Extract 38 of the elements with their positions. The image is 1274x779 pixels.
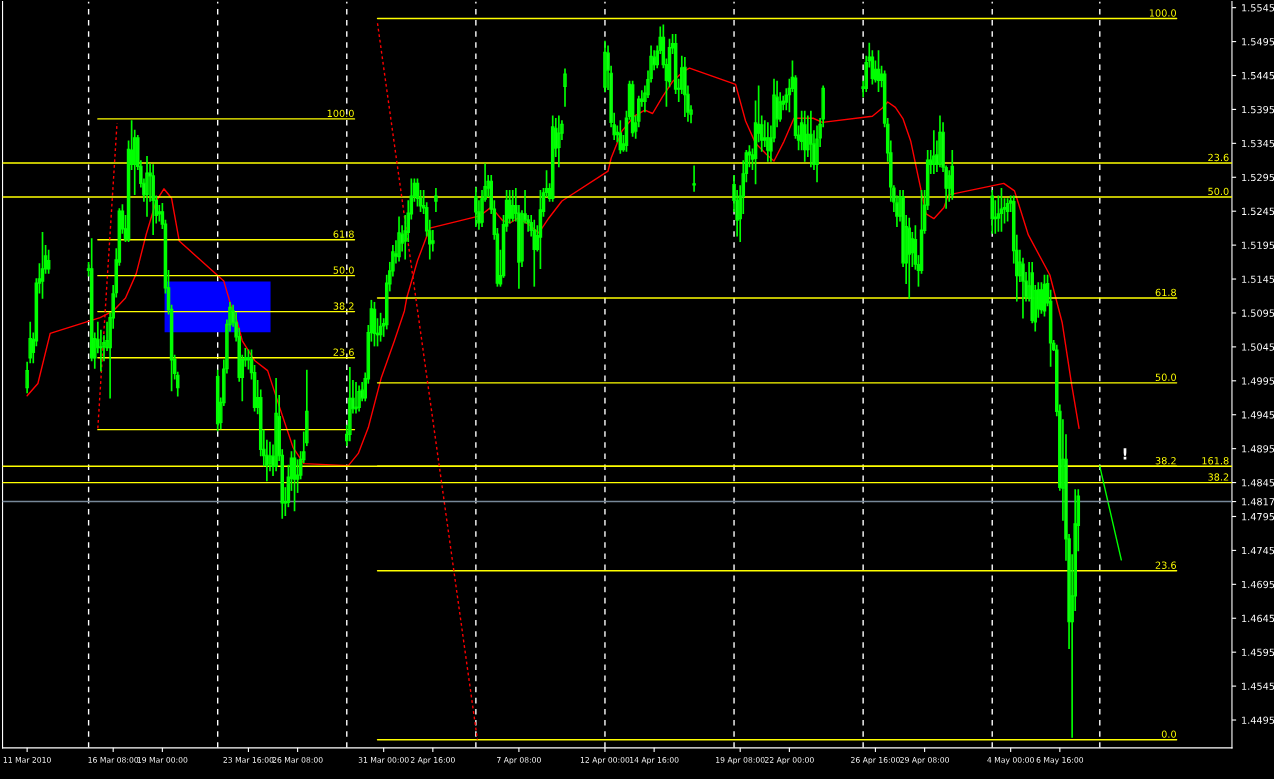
series-label: 50.0 xyxy=(1208,187,1229,196)
y-tick-label: 1.4995 xyxy=(1242,377,1274,385)
y-tick-label: 1.5195 xyxy=(1242,241,1274,249)
series-label: 0.0 xyxy=(1161,730,1176,738)
y-tick-label: 1.5345 xyxy=(1242,139,1274,148)
annotation: ! xyxy=(1123,448,1127,460)
y-tick-label: 1.4895 xyxy=(1242,445,1274,453)
y-tick-label: 1.5445 xyxy=(1242,72,1274,80)
series-label: 61.8 xyxy=(1155,288,1176,297)
series-label: 100.0 xyxy=(327,109,354,118)
y-tick-label: 1.5395 xyxy=(1242,105,1274,114)
series-label: 38.2 xyxy=(1155,457,1176,465)
y-tick-label: 1.4795 xyxy=(1242,512,1274,521)
series-label: 23.6 xyxy=(1208,153,1229,162)
series-label: 161.8 xyxy=(1202,457,1229,465)
y-tick-label: 1.4495 xyxy=(1242,716,1274,724)
y-tick-label: 1.4945 xyxy=(1242,411,1274,419)
series-label: 50.0 xyxy=(1155,373,1176,381)
y-tick-label: 1.4745 xyxy=(1242,547,1274,555)
y-tick-label: 1.5145 xyxy=(1242,275,1274,283)
y-tick-label: 1.4695 xyxy=(1242,580,1274,589)
series-label: 23.6 xyxy=(333,348,354,356)
y-tick-label: 1.4845 xyxy=(1242,479,1274,487)
series-label: 100.0 xyxy=(1149,9,1176,17)
y-tick-label: 1.5045 xyxy=(1242,343,1274,351)
series-label: 38.2 xyxy=(333,302,354,310)
series-label: 23.6 xyxy=(1155,561,1177,569)
y-tick-label: 1.5245 xyxy=(1242,207,1274,216)
y-tick-label: 1.4545 xyxy=(1242,682,1274,690)
y-tick-label: 1.5295 xyxy=(1242,173,1274,182)
y-tick-label: 1.4595 xyxy=(1242,648,1274,657)
y-tick-label: 1.4817 xyxy=(1242,498,1274,506)
y-tick-label: 1.5495 xyxy=(1242,38,1274,46)
y-tick-label: 1.5095 xyxy=(1242,309,1274,317)
y-tick-label: 1.4645 xyxy=(1242,614,1274,623)
series-label: 38.2 xyxy=(1208,473,1229,481)
series-label: 50.0 xyxy=(333,266,354,274)
y-tick-label: 1.5545 xyxy=(1242,4,1274,12)
